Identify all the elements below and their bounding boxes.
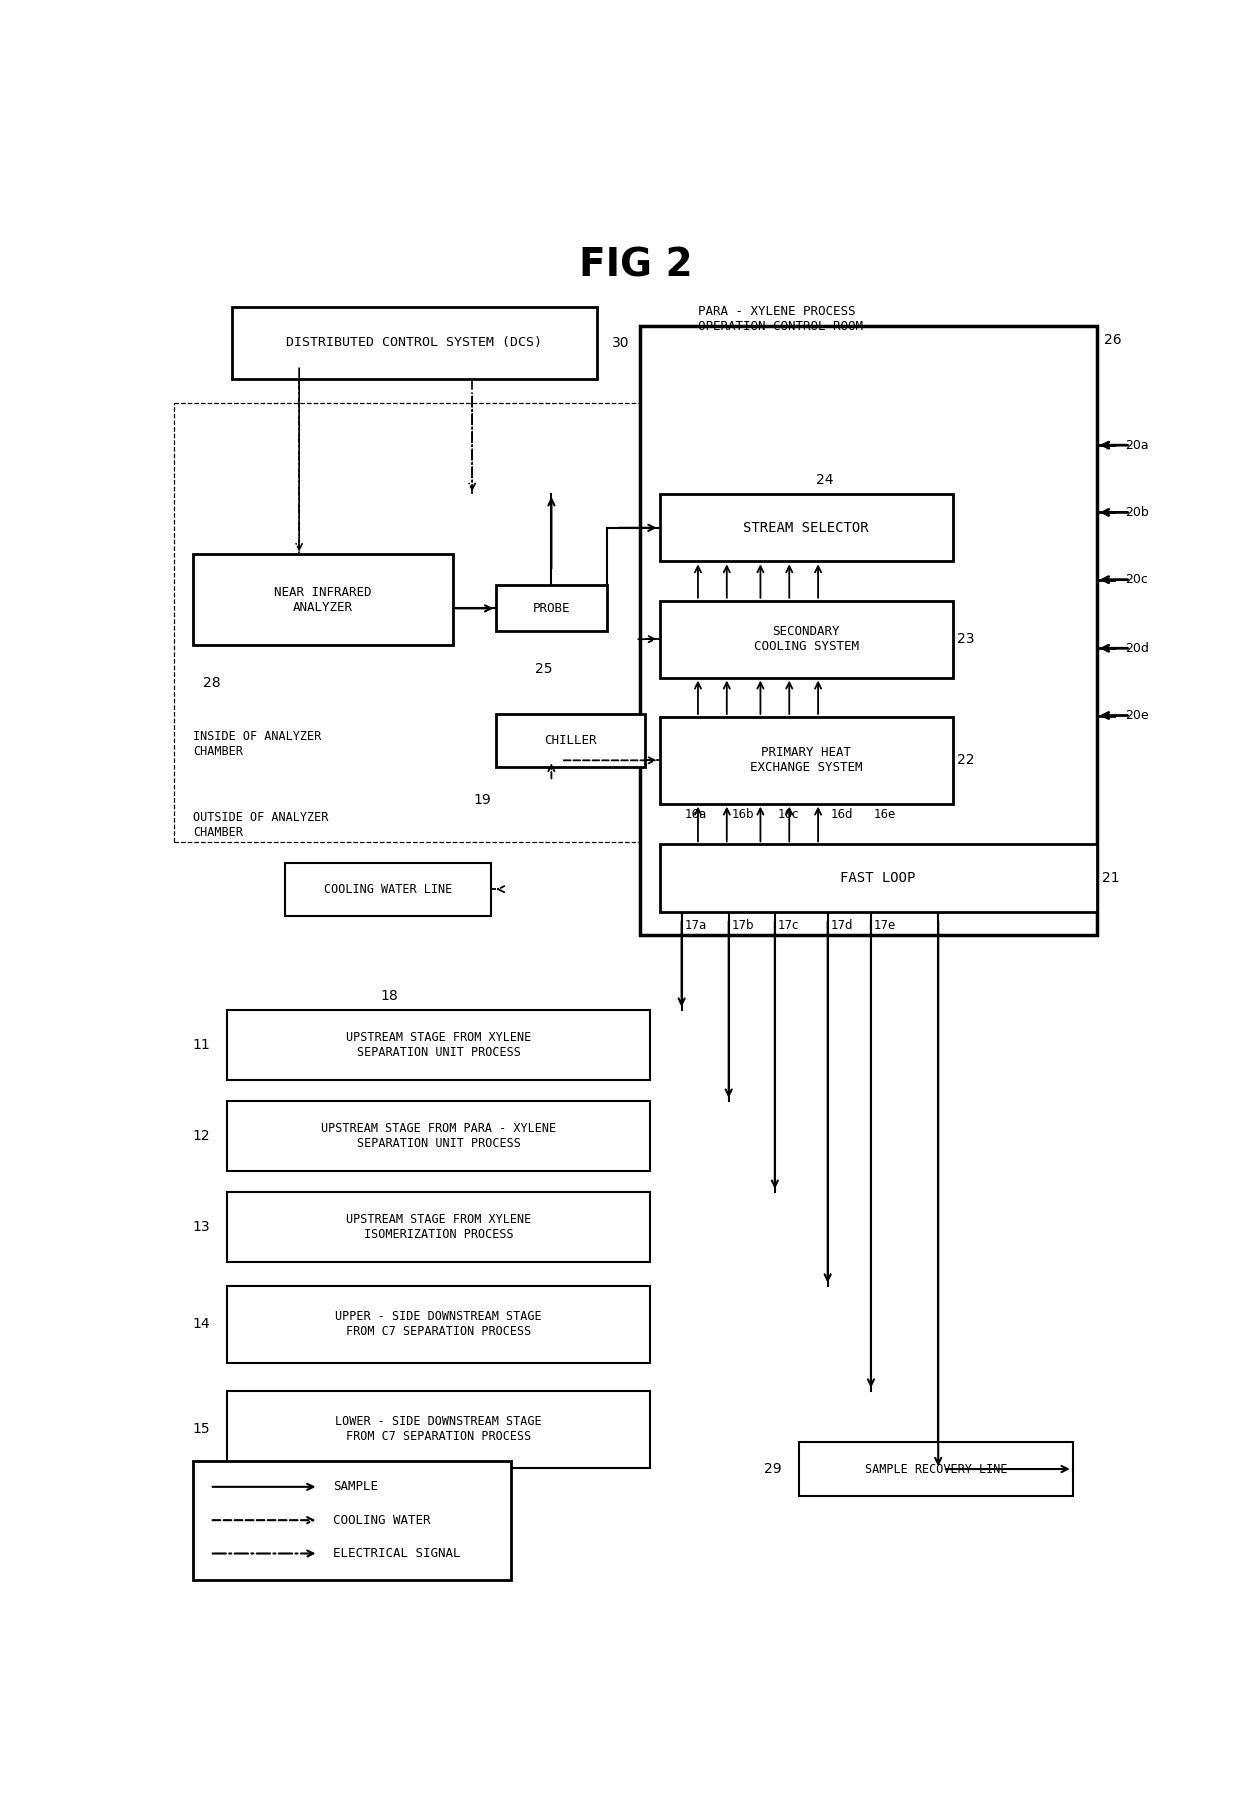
Text: 17d: 17d [831, 919, 853, 931]
Text: 17b: 17b [732, 919, 754, 931]
Text: PRIMARY HEAT
EXCHANGE SYSTEM: PRIMARY HEAT EXCHANGE SYSTEM [750, 746, 862, 775]
Text: SAMPLE RECOVERY LINE: SAMPLE RECOVERY LINE [864, 1462, 1007, 1475]
FancyBboxPatch shape [227, 1010, 650, 1080]
Text: 18: 18 [381, 990, 398, 1002]
Text: INSIDE OF ANALYZER
CHAMBER: INSIDE OF ANALYZER CHAMBER [193, 729, 321, 757]
FancyBboxPatch shape [799, 1442, 1073, 1495]
Text: 21: 21 [1101, 871, 1120, 886]
Text: LOWER - SIDE DOWNSTREAM STAGE
FROM C7 SEPARATION PROCESS: LOWER - SIDE DOWNSTREAM STAGE FROM C7 SE… [335, 1415, 542, 1442]
FancyBboxPatch shape [660, 717, 952, 804]
FancyBboxPatch shape [227, 1191, 650, 1262]
Text: 20a: 20a [1126, 438, 1149, 451]
Text: 24: 24 [816, 473, 833, 487]
FancyBboxPatch shape [660, 844, 1096, 911]
FancyBboxPatch shape [227, 1286, 650, 1362]
FancyBboxPatch shape [232, 307, 596, 380]
Text: UPSTREAM STAGE FROM XYLENE
SEPARATION UNIT PROCESS: UPSTREAM STAGE FROM XYLENE SEPARATION UN… [346, 1031, 531, 1059]
Text: 17c: 17c [777, 919, 799, 931]
FancyBboxPatch shape [496, 715, 645, 768]
Text: 22: 22 [957, 753, 975, 768]
Text: STREAM SELECTOR: STREAM SELECTOR [743, 520, 869, 535]
Text: 16a: 16a [684, 808, 707, 820]
Text: 17a: 17a [684, 919, 707, 931]
FancyBboxPatch shape [660, 495, 952, 562]
Text: 20d: 20d [1126, 642, 1149, 655]
Text: DISTRIBUTED CONTROL SYSTEM (DCS): DISTRIBUTED CONTROL SYSTEM (DCS) [286, 337, 542, 349]
Text: SAMPLE: SAMPLE [332, 1481, 378, 1493]
Text: 20b: 20b [1126, 506, 1149, 518]
Text: 16b: 16b [732, 808, 754, 820]
Text: 28: 28 [203, 677, 221, 689]
Text: 29: 29 [764, 1462, 781, 1475]
Text: 12: 12 [192, 1130, 210, 1142]
Text: ELECTRICAL SIGNAL: ELECTRICAL SIGNAL [332, 1546, 460, 1561]
FancyBboxPatch shape [227, 1390, 650, 1468]
Bar [640, 326, 1096, 935]
FancyBboxPatch shape [227, 1100, 650, 1171]
FancyBboxPatch shape [496, 586, 606, 631]
Text: UPPER - SIDE DOWNSTREAM STAGE
FROM C7 SEPARATION PROCESS: UPPER - SIDE DOWNSTREAM STAGE FROM C7 SE… [335, 1310, 542, 1339]
Text: CHILLER: CHILLER [544, 735, 596, 748]
Text: OUTSIDE OF ANALYZER
CHAMBER: OUTSIDE OF ANALYZER CHAMBER [193, 811, 329, 839]
Text: NEAR INFRARED
ANALYZER: NEAR INFRARED ANALYZER [274, 586, 372, 615]
Text: 30: 30 [611, 337, 629, 349]
Text: PARA - XYLENE PROCESS
OPERATION CONTROL ROOM: PARA - XYLENE PROCESS OPERATION CONTROL … [698, 306, 863, 333]
Text: 19: 19 [474, 793, 491, 806]
Text: 16c: 16c [777, 808, 799, 820]
Text: FAST LOOP: FAST LOOP [841, 871, 916, 886]
Text: COOLING WATER: COOLING WATER [332, 1513, 430, 1526]
Text: 11: 11 [192, 1037, 210, 1051]
Text: UPSTREAM STAGE FROM PARA - XYLENE
SEPARATION UNIT PROCESS: UPSTREAM STAGE FROM PARA - XYLENE SEPARA… [321, 1122, 556, 1150]
Bar [193, 1461, 511, 1579]
Text: 25: 25 [534, 662, 552, 677]
FancyBboxPatch shape [193, 555, 453, 646]
Text: 16e: 16e [874, 808, 897, 820]
Text: UPSTREAM STAGE FROM XYLENE
ISOMERIZATION PROCESS: UPSTREAM STAGE FROM XYLENE ISOMERIZATION… [346, 1213, 531, 1241]
Text: COOLING WATER LINE: COOLING WATER LINE [324, 882, 453, 895]
Text: FIG 2: FIG 2 [579, 247, 692, 286]
Text: 14: 14 [192, 1317, 210, 1332]
Text: 17e: 17e [874, 919, 897, 931]
Text: 16d: 16d [831, 808, 853, 820]
Text: PROBE: PROBE [533, 602, 570, 615]
Text: 26: 26 [1105, 333, 1122, 347]
Text: 13: 13 [192, 1221, 210, 1233]
Text: 23: 23 [957, 633, 975, 646]
Text: 20c: 20c [1126, 573, 1148, 586]
Text: 20e: 20e [1126, 709, 1149, 722]
Text: SECONDARY
COOLING SYSTEM: SECONDARY COOLING SYSTEM [754, 626, 858, 653]
FancyBboxPatch shape [285, 862, 491, 915]
FancyBboxPatch shape [660, 600, 952, 678]
Text: 15: 15 [192, 1422, 210, 1437]
